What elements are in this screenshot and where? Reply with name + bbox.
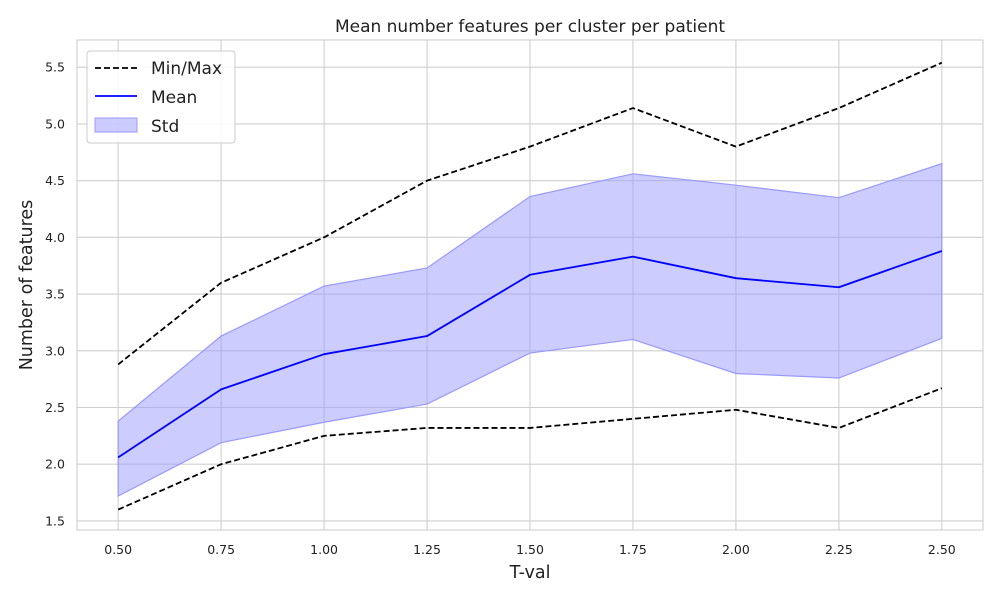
x-tick-labels: 0.50 0.75 1.00 1.25 1.50 1.75 2.00 2.25 2.50 xyxy=(104,542,956,557)
x-tick-label: 0.50 xyxy=(104,542,132,557)
y-tick-label: 5.0 xyxy=(45,116,65,131)
mean-line xyxy=(117,250,943,459)
legend-std-swatch xyxy=(94,117,138,133)
x-axis-title: T-val xyxy=(509,563,551,583)
plot-frame xyxy=(76,39,984,531)
y-tick-label: 5.5 xyxy=(45,60,65,75)
std-band xyxy=(117,162,943,497)
y-tick-label: 3.0 xyxy=(45,343,65,358)
max-line xyxy=(117,61,943,366)
legend: Min/Max Mean Std xyxy=(86,50,236,144)
y-axis-title: Number of features xyxy=(17,200,37,371)
y-tick-label: 2.0 xyxy=(45,457,65,472)
x-tick-label: 2.00 xyxy=(722,542,750,557)
min-line xyxy=(117,387,943,511)
y-tick-label: 3.5 xyxy=(45,287,65,302)
legend-minmax-label: Min/Max xyxy=(151,59,222,79)
legend-std-label: Std xyxy=(151,117,179,137)
y-tick-label: 1.5 xyxy=(45,513,65,528)
x-tick-label: 1.00 xyxy=(310,542,338,557)
std-band-layer xyxy=(117,162,943,497)
x-tick-label: 1.50 xyxy=(516,542,544,557)
y-tick-label: 4.0 xyxy=(45,230,65,245)
x-tick-label: 0.75 xyxy=(207,542,235,557)
legend-mean-label: Mean xyxy=(151,88,197,108)
y-tick-label: 2.5 xyxy=(45,400,65,415)
x-tick-label: 1.25 xyxy=(413,542,441,557)
x-tick-label: 2.50 xyxy=(928,542,956,557)
x-tick-label: 1.75 xyxy=(619,542,647,557)
y-tick-label: 4.5 xyxy=(45,173,65,188)
series-lines-layer xyxy=(117,61,943,511)
y-tick-labels: 1.5 2.0 2.5 3.0 3.5 4.0 4.5 5.0 5.5 xyxy=(45,60,65,529)
x-tick-label: 2.25 xyxy=(825,542,853,557)
chart-title: Mean number features per cluster per pat… xyxy=(335,17,725,37)
